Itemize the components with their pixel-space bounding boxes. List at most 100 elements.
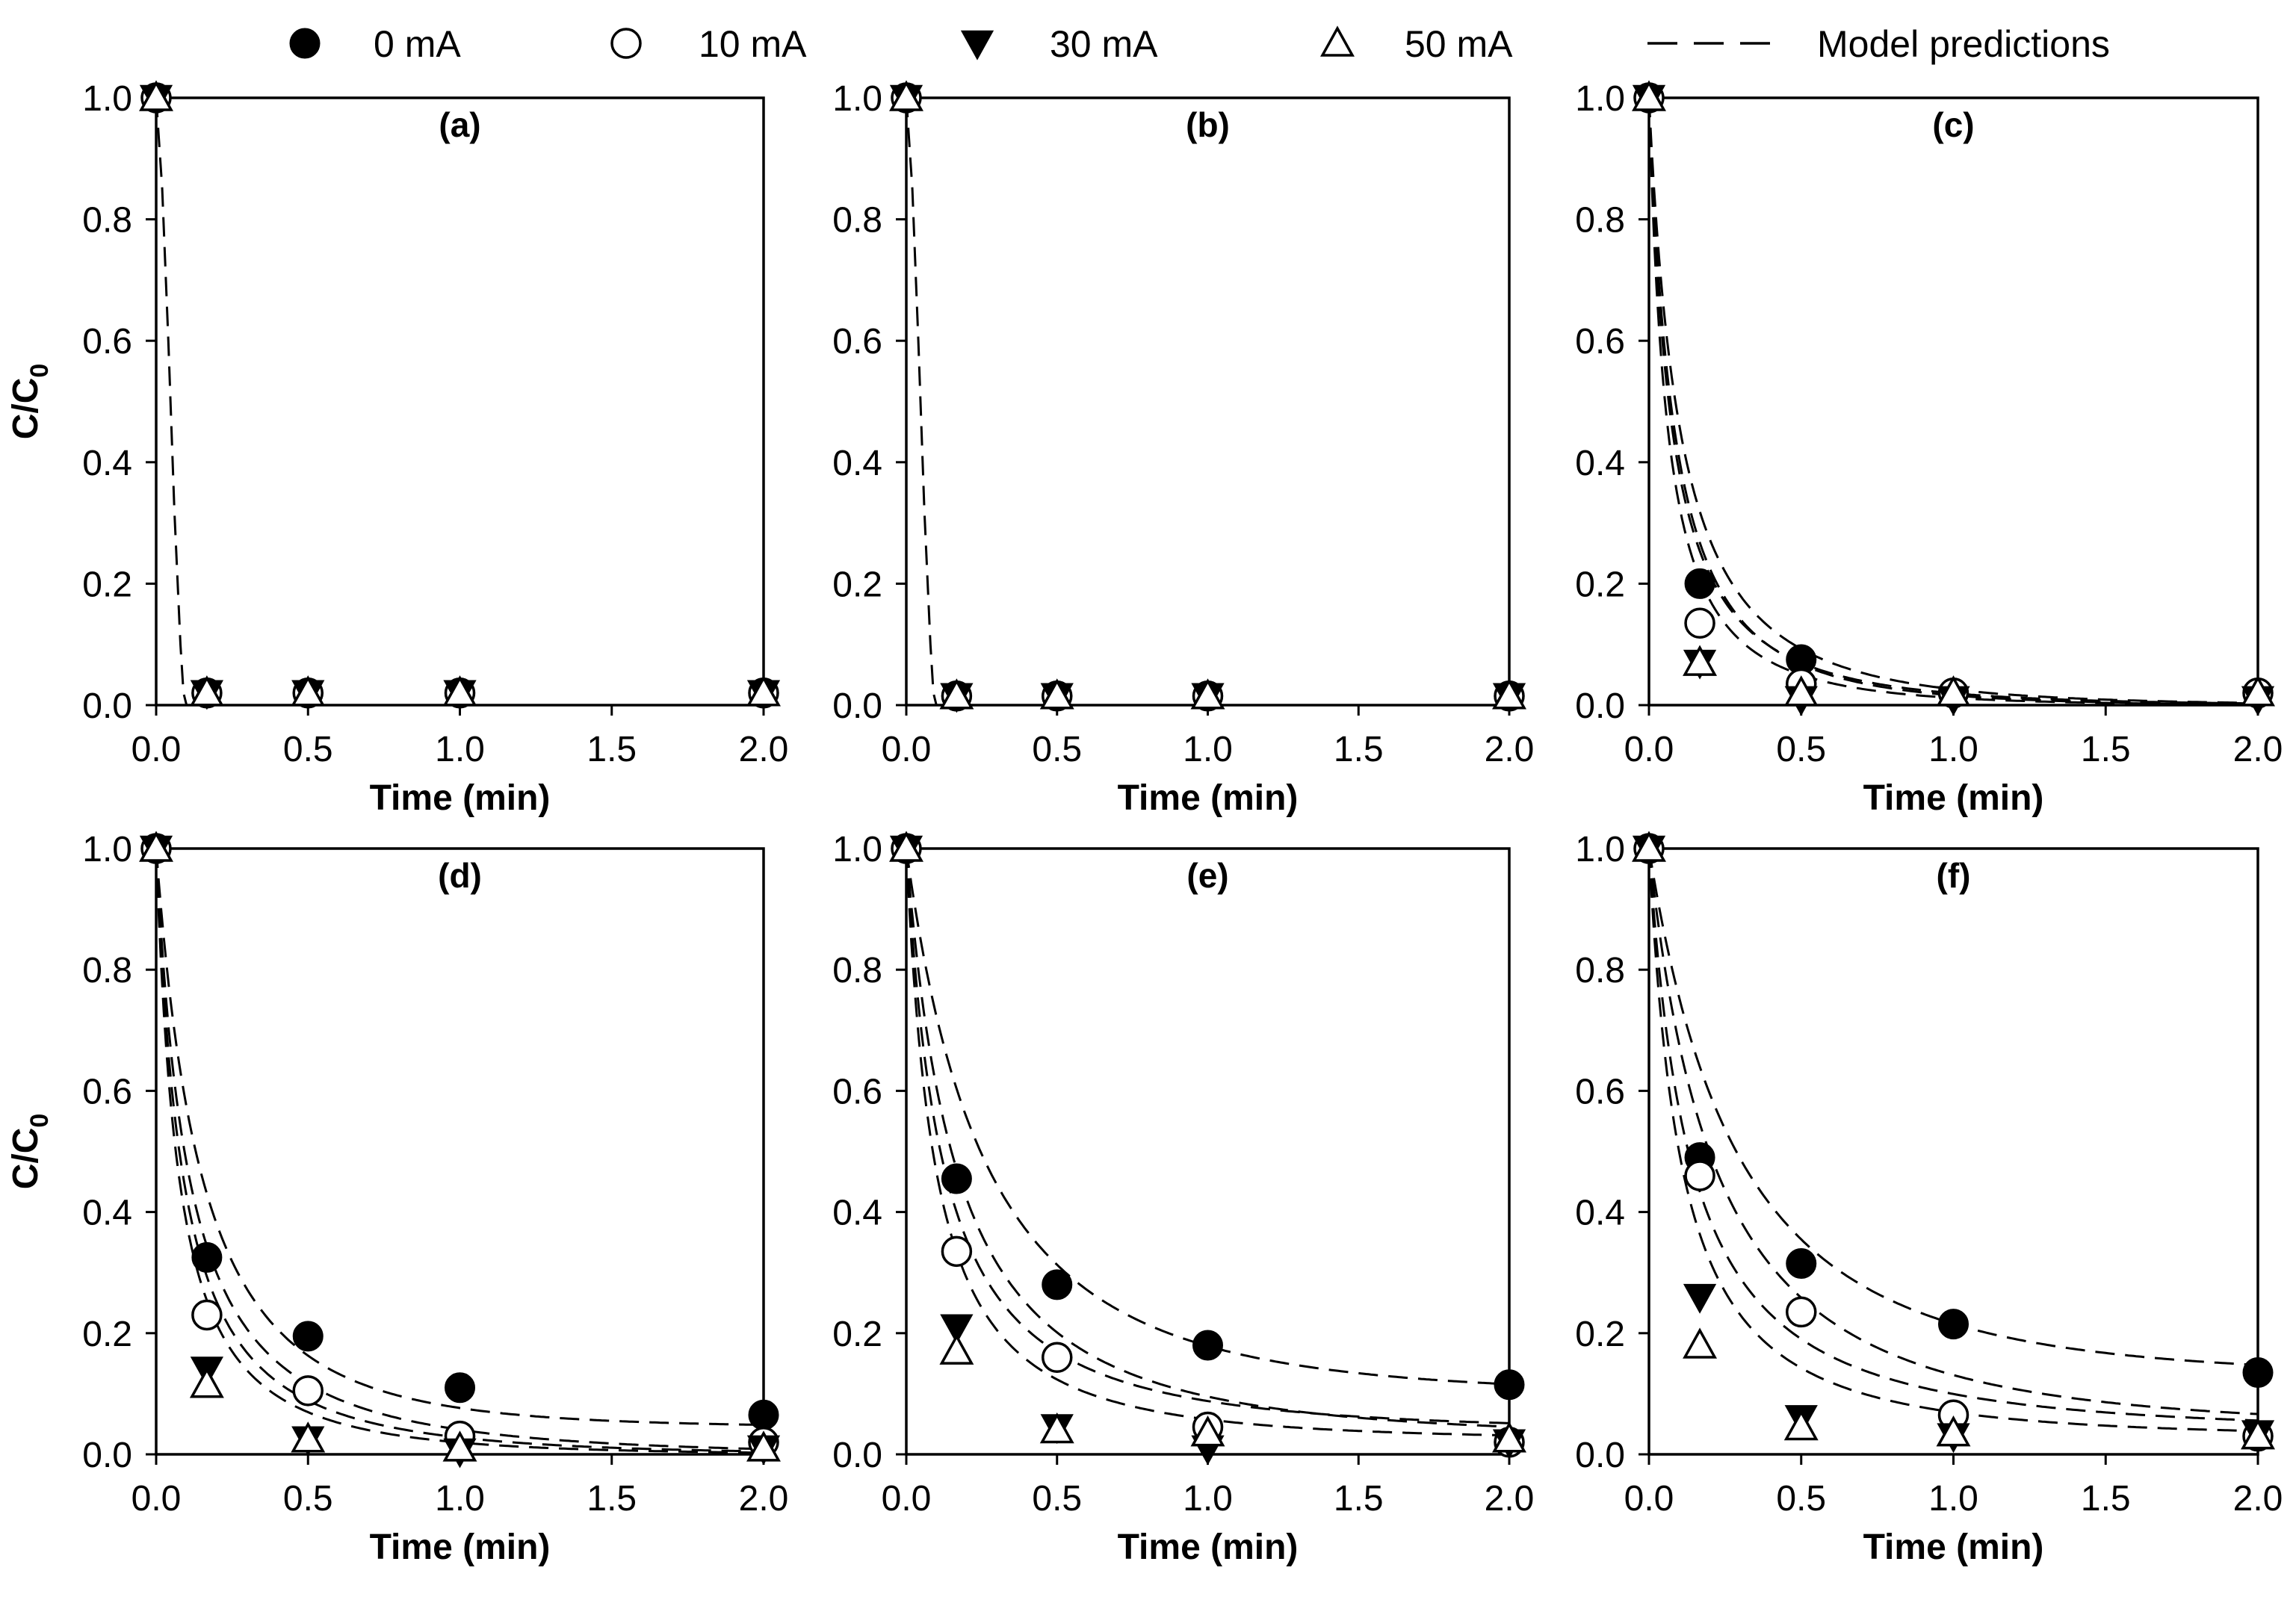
model-curve-2 xyxy=(1647,848,2259,1415)
panel-label: (f) xyxy=(1937,856,1971,895)
legend-item-0-ma: 0 mA xyxy=(289,23,461,65)
y-tick-label: 0.6 xyxy=(832,322,882,362)
data-point-0-ma xyxy=(941,1163,972,1194)
y-tick-label: 0.6 xyxy=(82,1072,132,1111)
legend-marker-10-ma xyxy=(610,28,642,59)
y-axis-title: C/C0 xyxy=(6,1114,54,1190)
data-point-50-ma xyxy=(1632,831,1666,862)
y-tick-label: 0.0 xyxy=(82,1436,132,1475)
legend-marker-30-ma xyxy=(960,30,994,61)
model-curve-2 xyxy=(155,848,764,1451)
data-point-50-ma xyxy=(939,678,974,710)
data-point-50-ma xyxy=(1783,675,1819,707)
data-point-30-ma xyxy=(940,1314,974,1345)
legend: 0 mA 10 mA 30 mA 50 mA Model predictions xyxy=(289,23,2110,65)
data-point-50-ma xyxy=(746,675,781,707)
data-point-50-ma xyxy=(1783,1409,1819,1441)
y-tick-label: 0.6 xyxy=(82,322,132,362)
y-axis-title-main: C/C xyxy=(6,1128,46,1190)
y-tick-label: 0.2 xyxy=(832,1315,882,1354)
model-curve-1 xyxy=(1647,97,2258,704)
y-tick-label: 0.2 xyxy=(1575,1315,1625,1354)
y-tick-label: 0.8 xyxy=(82,951,132,990)
y-tick-label: 0.8 xyxy=(82,201,132,241)
x-tick-label: 2.0 xyxy=(2233,1479,2283,1519)
y-tick-label: 0.4 xyxy=(1575,444,1625,483)
x-tick-label: 0.0 xyxy=(131,730,182,769)
plot-frame xyxy=(1647,847,2259,1456)
plot-frame xyxy=(1647,96,2259,707)
data-point-0-ma xyxy=(445,1372,475,1404)
y-axis-title: C/C0 xyxy=(6,364,54,440)
data-point-50-ma xyxy=(889,80,923,111)
x-tick-label: 0.5 xyxy=(1776,730,1826,769)
data-point-50-ma xyxy=(139,831,173,862)
data-point-10-ma xyxy=(1684,1160,1715,1191)
data-point-0-ma xyxy=(1938,1309,1969,1340)
x-tick-label: 1.0 xyxy=(1928,730,1978,769)
x-tick-label: 1.0 xyxy=(1928,1479,1978,1519)
data-point-50-ma xyxy=(291,675,326,707)
model-curve-1 xyxy=(155,848,764,1426)
model-curve-4 xyxy=(1647,97,2258,706)
legend-item-model-predictions: Model predictions xyxy=(1647,23,2110,65)
panel-label: (d) xyxy=(438,856,482,895)
y-tick-label: 1.0 xyxy=(832,830,882,869)
x-tick-label: 1.5 xyxy=(2081,730,2131,769)
data-point-50-ma xyxy=(189,675,224,707)
x-tick-label: 0.0 xyxy=(882,1479,932,1519)
x-tick-label: 1.5 xyxy=(587,1479,637,1519)
y-tick-label: 0.0 xyxy=(1575,1436,1625,1475)
data-point-50-ma xyxy=(1190,678,1225,710)
data-point-50-ma xyxy=(189,1367,224,1398)
model-curve-3 xyxy=(155,848,764,1453)
data-point-50-ma xyxy=(139,80,173,111)
data-point-10-ma xyxy=(1786,1296,1817,1328)
data-point-0-ma xyxy=(1684,568,1715,599)
x-tick-label: 0.0 xyxy=(131,1479,182,1519)
data-point-50-ma xyxy=(889,831,923,862)
y-tick-label: 0.0 xyxy=(82,686,132,726)
y-tick-label: 0.6 xyxy=(832,1072,882,1111)
x-tick-label: 0.0 xyxy=(882,730,932,769)
x-tick-label: 2.0 xyxy=(2233,730,2283,769)
x-tick-label: 1.5 xyxy=(2081,1479,2131,1519)
panel-c: 0.0 0.5 1.0 1.5 2.0 0.0 0.2 0.4 0.6 0.8 1.0 (c) Time… xyxy=(1575,79,2283,818)
model-curve-2 xyxy=(1647,97,2258,706)
y-tick-label: 1.0 xyxy=(832,79,882,119)
data-point-50-ma xyxy=(1039,1412,1074,1444)
data-point-0-ma xyxy=(2242,1357,2274,1389)
data-point-0-ma xyxy=(1786,1248,1817,1280)
y-tick-label: 0.4 xyxy=(82,444,132,483)
y-tick-label: 1.0 xyxy=(82,830,132,869)
y-tick-label: 0.0 xyxy=(832,686,882,726)
panel-label: (e) xyxy=(1186,856,1228,895)
data-point-50-ma xyxy=(1039,678,1074,710)
data-point-50-ma xyxy=(1632,80,1666,111)
y-tick-label: 1.0 xyxy=(1575,830,1625,869)
model-curve-4 xyxy=(1647,848,2259,1433)
panels: 0.0 0.5 1.0 1.5 2.0 0.0 0.2 0.4 0.6 0.8 1.0 (a) Time… xyxy=(6,79,2283,1567)
model-curve-3 xyxy=(1647,848,2259,1422)
legend-label-model-predictions: Model predictions xyxy=(1817,23,2110,65)
data-point-0-ma xyxy=(1192,1330,1223,1361)
x-tick-label: 0.5 xyxy=(283,730,333,769)
model-curve-1 xyxy=(1647,848,2259,1366)
data-point-50-ma xyxy=(746,1430,781,1462)
x-tick-label: 1.5 xyxy=(587,730,637,769)
model-curve-1 xyxy=(155,97,764,707)
x-tick-label: 1.0 xyxy=(435,730,485,769)
x-tick-label: 1.5 xyxy=(1334,730,1384,769)
panel-d: 0.0 0.5 1.0 1.5 2.0 0.0 0.2 0.4 0.6 0.8 1.0 (d) Time… xyxy=(6,830,788,1567)
data-point-50-ma xyxy=(1492,1421,1526,1453)
legend-marker-50-ma xyxy=(1320,25,1355,57)
plot-frame xyxy=(905,847,1511,1456)
legend-label-50-ma: 50 mA xyxy=(1405,23,1513,65)
y-axis-title-main: C/C xyxy=(6,378,46,440)
y-tick-label: 0.4 xyxy=(82,1194,132,1233)
y-tick-label: 0.2 xyxy=(832,565,882,604)
data-point-50-ma xyxy=(1492,678,1526,710)
y-tick-label: 0.8 xyxy=(1575,201,1625,241)
data-point-0-ma xyxy=(292,1321,324,1352)
y-axis-title-subscript: 0 xyxy=(25,1114,54,1128)
